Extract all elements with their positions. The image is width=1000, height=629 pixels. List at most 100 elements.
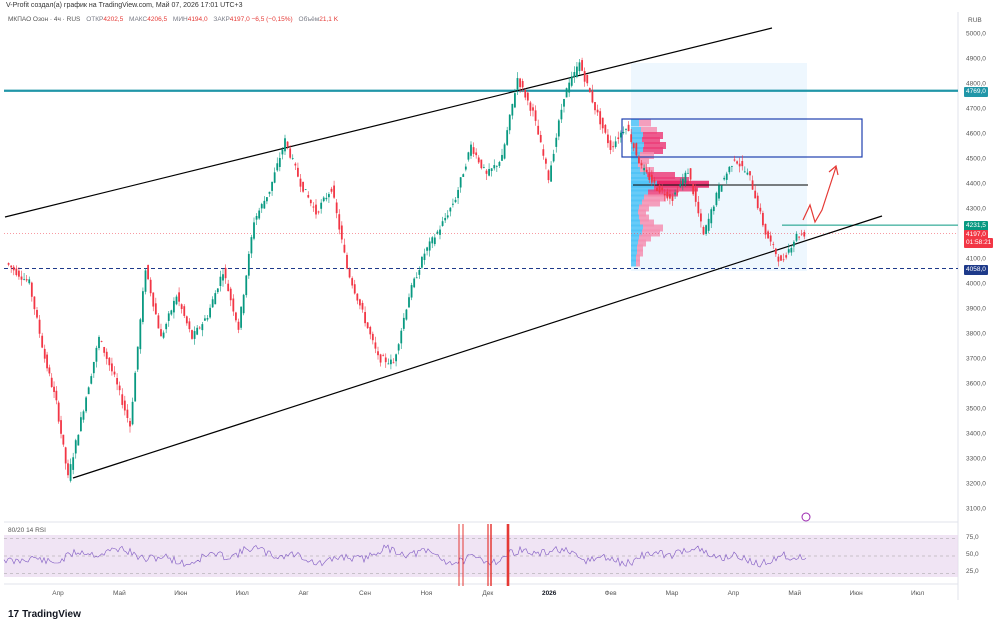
- rsi-line: [3, 544, 807, 568]
- candle-body-down: [356, 293, 359, 301]
- candle-body-down: [25, 279, 28, 281]
- candle-body-up: [514, 93, 516, 108]
- candle-body-up: [206, 318, 209, 320]
- event-marker-icon[interactable]: [801, 512, 811, 522]
- candle-body-up: [710, 209, 713, 224]
- high-label: МАКС: [129, 16, 148, 23]
- candle-body-down: [121, 394, 124, 405]
- candle-body-up: [573, 72, 576, 77]
- candle-body-up: [320, 202, 323, 209]
- candle-body-down: [224, 267, 227, 279]
- candle-body-down: [521, 81, 524, 88]
- candle-body-down: [640, 163, 643, 166]
- candle-body-down: [55, 390, 58, 401]
- candle-body-up: [260, 204, 263, 209]
- candle-body-down: [129, 420, 131, 427]
- volume-profile-bar-up: [631, 204, 639, 212]
- candle-body-down: [317, 211, 320, 213]
- candle-body-up: [77, 434, 80, 446]
- candle-body-up: [643, 168, 645, 171]
- candle-body-up: [426, 247, 428, 251]
- candle-body-up: [493, 165, 496, 169]
- candle-body-down: [738, 163, 741, 167]
- volume-profile-bar-down: [639, 119, 651, 127]
- candle-body-up: [131, 401, 134, 425]
- candle-body-down: [635, 143, 638, 156]
- candle-body-up: [266, 197, 268, 202]
- candle-body-up: [325, 197, 328, 200]
- candle-body-down: [702, 226, 705, 235]
- candle-body-up: [410, 285, 413, 298]
- volume-profile-bar-up: [631, 209, 638, 217]
- candle-body-down: [371, 333, 374, 341]
- candle-body-up: [193, 331, 196, 339]
- candle-body-up: [74, 440, 77, 454]
- candle-body-down: [340, 225, 343, 240]
- volume-profile-bar-up: [631, 214, 639, 222]
- candle-body-up: [276, 163, 279, 171]
- volume-profile-bar-down: [642, 229, 660, 237]
- y-tick-label: 4300,0: [966, 206, 986, 213]
- candle-body-down: [754, 190, 757, 199]
- candle-body-up: [625, 129, 627, 130]
- tradingview-logo: 17 TradingView: [8, 609, 81, 620]
- candle-body-down: [113, 371, 116, 375]
- candle-body-down: [697, 201, 700, 214]
- candle-body-up: [271, 181, 273, 191]
- candle-body-down: [545, 158, 547, 164]
- rsi-tick-label: 50,0: [966, 551, 979, 558]
- x-tick-label: Апр: [728, 590, 740, 597]
- candle-body-down: [609, 140, 612, 150]
- candle-body-up: [674, 192, 676, 195]
- candle-body-up: [516, 78, 519, 90]
- x-tick-label: Апр: [52, 590, 64, 597]
- candle-body-down: [348, 269, 351, 278]
- candle-body-up: [268, 191, 271, 194]
- candle-body-down: [149, 279, 152, 294]
- volume-value: 21,1 K: [319, 16, 339, 23]
- x-tick-label: Мар: [666, 590, 679, 597]
- candle-body-up: [433, 237, 436, 245]
- currency-label: RUB: [968, 17, 982, 24]
- y-tick-label: 3800,0: [966, 331, 986, 338]
- candle-body-down: [627, 124, 630, 132]
- candle-body-down: [10, 265, 13, 268]
- volume-profile-bar-down: [638, 239, 646, 247]
- candle-body-down: [803, 232, 806, 237]
- volume-profile-bar-down: [637, 249, 643, 257]
- candle-body-up: [557, 120, 560, 137]
- candle-body-up: [413, 278, 416, 288]
- candle-body-up: [459, 177, 462, 188]
- candle-body-down: [183, 306, 186, 316]
- volume-profile-bar-up: [631, 177, 651, 184]
- candle-body-down: [741, 161, 744, 167]
- volume-profile-bar-down: [636, 254, 640, 262]
- candle-body-up: [488, 168, 490, 176]
- candle-body-down: [227, 283, 230, 292]
- candle-body-up: [136, 346, 139, 370]
- candle-body-down: [229, 288, 232, 301]
- symbol-name[interactable]: МКПАО Озон · 4ч · RUS: [8, 16, 81, 23]
- close-value: 4197,0: [229, 16, 250, 23]
- candle-body-down: [343, 244, 346, 253]
- candle-body-up: [95, 347, 98, 362]
- candle-body-up: [449, 207, 452, 212]
- volume-profile-bar-up: [631, 219, 640, 227]
- volume-label: Объём: [298, 16, 320, 23]
- candle-body-down: [41, 335, 44, 348]
- change-value: −6,5 (−0,15%): [251, 16, 293, 23]
- channel-lower-line[interactable]: [72, 215, 883, 479]
- x-tick-label: Ноя: [420, 590, 432, 597]
- rsi-indicator-label[interactable]: 80/20 14 RSI: [8, 527, 46, 534]
- volume-profile-bar-down: [642, 199, 660, 207]
- candle-body-up: [201, 324, 204, 331]
- candle-body-up: [23, 278, 25, 280]
- candle-body-up: [462, 174, 465, 177]
- candle-body-up: [720, 185, 723, 192]
- candle-body-up: [196, 327, 199, 335]
- channel-upper-line[interactable]: [4, 27, 773, 218]
- candle-body-down: [777, 256, 780, 262]
- volume-profile-bar-down: [642, 137, 660, 144]
- candle-body-down: [671, 196, 674, 201]
